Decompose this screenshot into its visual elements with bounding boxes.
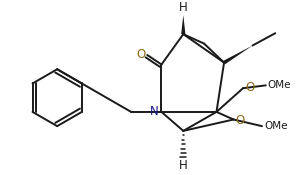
Text: OMe: OMe — [268, 80, 291, 90]
Polygon shape — [181, 15, 185, 34]
Polygon shape — [223, 46, 253, 64]
Text: O: O — [136, 48, 145, 61]
Text: H: H — [179, 159, 188, 172]
Text: O: O — [245, 81, 254, 94]
Text: O: O — [235, 114, 245, 127]
Text: H: H — [179, 1, 188, 14]
Text: OMe: OMe — [264, 121, 287, 131]
Text: N: N — [150, 105, 159, 118]
